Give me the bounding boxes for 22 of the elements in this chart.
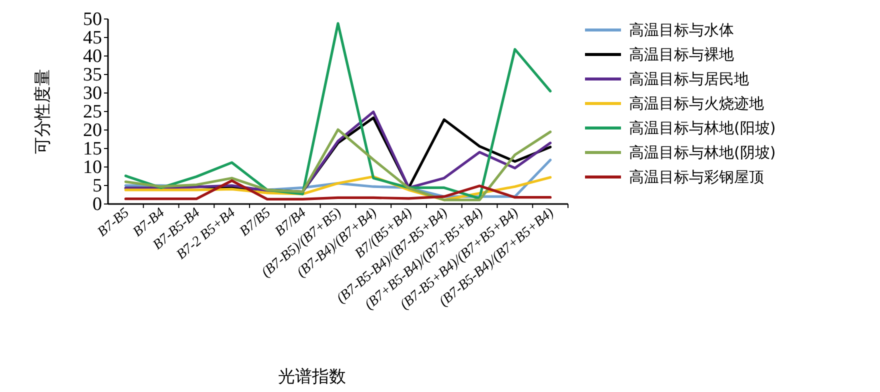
legend-label: 高温目标与水体	[629, 21, 734, 39]
y-tick-label: 5	[92, 176, 102, 196]
line-series	[124, 128, 552, 202]
legend-label: 高温目标与彩钢屋顶	[629, 168, 764, 186]
y-tick-label: 30	[83, 83, 102, 104]
y-tick-label: 20	[83, 120, 102, 141]
legend-label: 高温目标与林地(阳坡)	[629, 119, 776, 137]
legend-label: 高温目标与裸地	[629, 46, 734, 64]
y-tick-label: 25	[83, 102, 102, 122]
line-series	[124, 179, 552, 200]
x-axis-title: 光谱指数	[278, 367, 346, 387]
line-series	[124, 22, 552, 200]
legend-label: 高温目标与居民地	[629, 70, 749, 88]
y-tick-label: 15	[83, 138, 102, 160]
y-tick-label: 45	[83, 28, 102, 48]
legend-label: 高温目标与火烧迹地	[629, 94, 764, 112]
legend-label: 高温目标与林地(阴坡)	[629, 144, 776, 162]
y-axis-title: 可分性度量	[33, 69, 53, 154]
y-tick-label: 10	[83, 157, 102, 178]
y-tick-label: 50	[83, 9, 102, 30]
y-tick-label: 35	[83, 64, 102, 86]
y-tick-label: 40	[83, 46, 102, 67]
